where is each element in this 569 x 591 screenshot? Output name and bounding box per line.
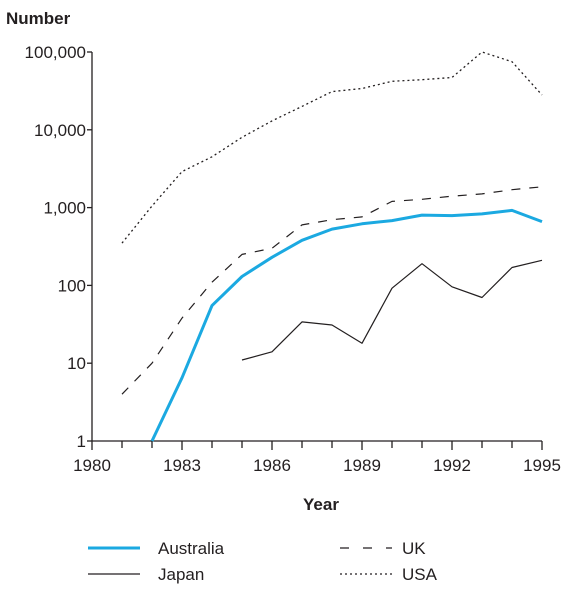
series-line-uk xyxy=(121,186,543,395)
axes: 1 10 100 1,000 10,000 100,000 1980 1983 1986 1989… xyxy=(25,43,561,514)
x-axis-title: Year xyxy=(303,495,339,514)
x-tick-label: 1995 xyxy=(523,456,561,475)
legend-label-japan: Japan xyxy=(158,565,204,584)
y-tick-label: 1 xyxy=(77,432,86,451)
series-line-usa xyxy=(121,51,543,244)
y-tick-label: 10 xyxy=(67,354,86,373)
x-tick-label: 1992 xyxy=(433,456,471,475)
x-tick-label: 1980 xyxy=(73,456,111,475)
series-line-australia xyxy=(150,208,543,442)
y-tick-label: 100,000 xyxy=(25,43,86,62)
legend-label-australia: Australia xyxy=(158,539,225,558)
legend-label-usa: USA xyxy=(402,565,438,584)
legend-label-uk: UK xyxy=(402,539,426,558)
series-layer xyxy=(121,51,543,442)
series-line-japan xyxy=(241,259,543,361)
x-tick-label: 1986 xyxy=(253,456,291,475)
x-tick-label: 1983 xyxy=(163,456,201,475)
legend: Australia Japan UK USA xyxy=(88,539,438,584)
y-tick-label: 100 xyxy=(58,276,86,295)
y-axis-title: Number xyxy=(6,9,71,28)
y-tick-label: 1,000 xyxy=(43,199,86,218)
y-tick-label: 10,000 xyxy=(34,121,86,140)
x-tick-label: 1989 xyxy=(343,456,381,475)
